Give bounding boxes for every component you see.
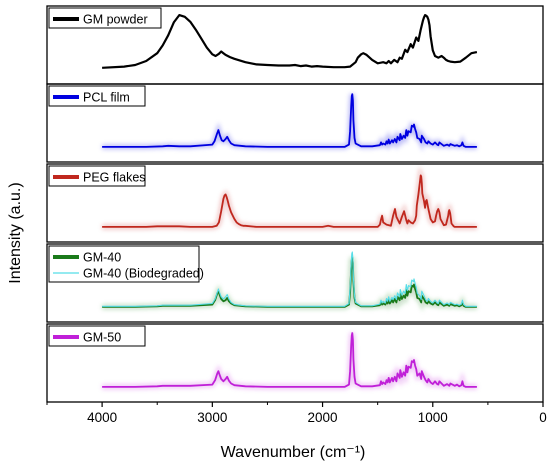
series-line-gm-50 <box>102 332 477 388</box>
panel-5: GM-50 <box>46 323 544 403</box>
series-line-peg-flakes <box>102 174 477 228</box>
panel-1: GM powder <box>46 5 544 85</box>
series-glow <box>102 166 477 232</box>
legend-label: PCL film <box>83 91 130 105</box>
legend-box <box>48 245 200 283</box>
panel-4: GM-40 GM-40 (Biodegraded) <box>46 243 544 323</box>
panel-3: PEG flakes <box>46 163 544 243</box>
panel-frame <box>46 83 544 163</box>
series-line-gm-powder <box>102 14 478 69</box>
series-line-gm-40-biodegraded- <box>102 251 477 307</box>
legend: PEG flakes <box>48 165 146 187</box>
legend: GM-50 <box>48 325 146 347</box>
legend-box <box>48 325 146 347</box>
legend: GM-40 GM-40 (Biodegraded) <box>48 245 204 283</box>
y-axis-title: Intensity (a.u.) <box>7 182 24 283</box>
panel-frame <box>46 163 544 243</box>
x-tick-label: 1000 <box>418 410 448 425</box>
x-tick-label: 4000 <box>87 410 117 425</box>
x-tick-label: 3000 <box>197 410 227 425</box>
legend: PCL film <box>48 85 146 107</box>
panel-frame <box>46 323 544 403</box>
x-axis: 4000 3000 2000 1000 0 <box>46 402 547 425</box>
legend-box <box>48 85 146 107</box>
panel-frame <box>46 243 544 323</box>
legend: GM powder <box>48 7 162 29</box>
legend-label: GM-40 <box>83 251 121 265</box>
x-axis-title: Wavenumber (cm⁻¹) <box>221 444 366 461</box>
legend-box <box>48 7 162 29</box>
legend-label: GM-40 (Biodegraded) <box>83 267 204 281</box>
legend-label: PEG flakes <box>83 171 146 185</box>
x-tick-label: 0 <box>539 410 547 425</box>
legend-box <box>48 165 146 187</box>
panel-2: PCL film <box>46 83 544 163</box>
series-line-gm-40 <box>102 256 477 308</box>
legend-label: GM powder <box>83 13 148 27</box>
legend-label: GM-50 <box>83 331 121 345</box>
x-tick-label: 2000 <box>308 410 338 425</box>
series-line-pcl-film <box>102 93 477 148</box>
